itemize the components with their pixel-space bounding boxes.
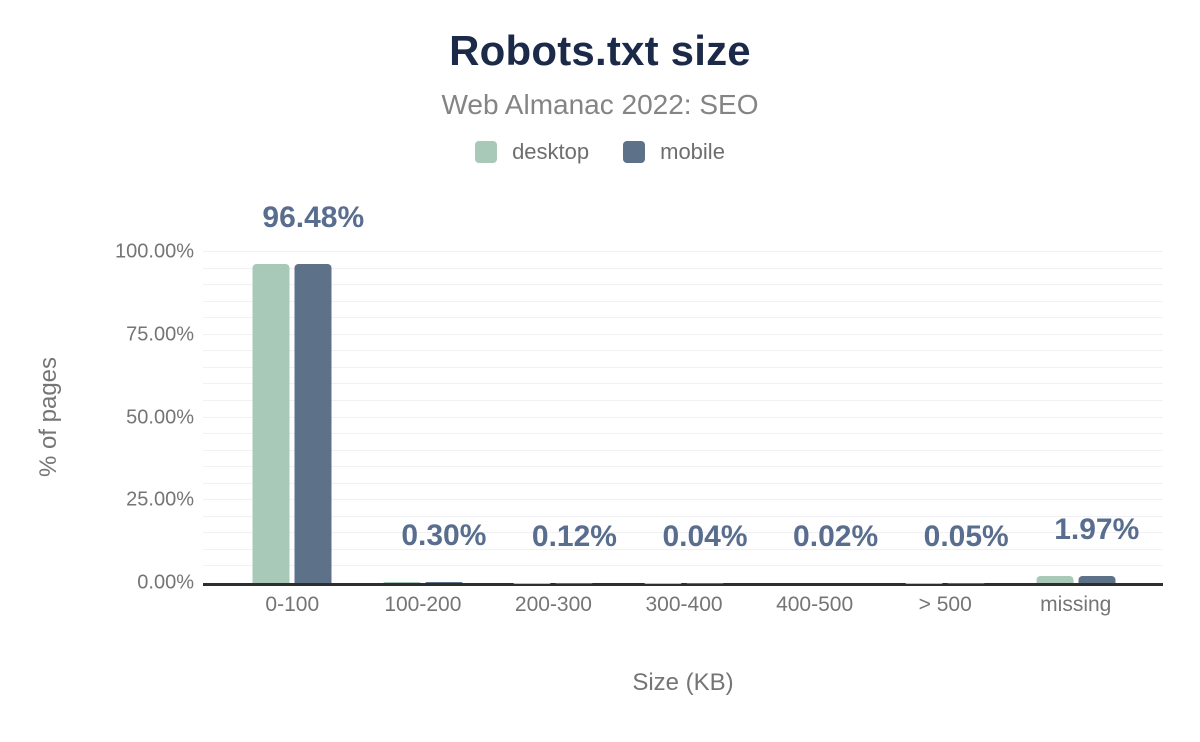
plot-area: 0.00% 25.00% 50.00% 75.00% 100.00% 96.48% 0-10…: [115, 202, 1163, 616]
bar-mobile-100-200: [425, 582, 463, 583]
value-label: 0.12%: [531, 519, 617, 553]
gridline: [203, 433, 1163, 435]
bar-pair: [252, 263, 332, 583]
bar-desktop-0-100: [252, 263, 290, 583]
y-axis-title: % of pages: [35, 356, 62, 478]
gridline: [203, 300, 1163, 302]
bar-desktop-missing: [1036, 576, 1074, 583]
value-label: 96.48%: [262, 200, 365, 234]
bar-mobile-0-100: [294, 263, 332, 583]
gridline: [203, 399, 1163, 401]
value-label: 0.05%: [923, 519, 1009, 553]
x-tick-label: 200-300: [514, 593, 592, 616]
bar-pair: [1036, 576, 1116, 583]
x-tick-label: missing: [1040, 593, 1112, 616]
x-tick-label: 0-100: [265, 593, 320, 616]
gridline: [203, 532, 1163, 534]
legend-item-mobile: mobile: [623, 139, 725, 165]
gridline: [203, 333, 1163, 335]
mobile-legend-swatch: [623, 141, 646, 163]
x-tick-label: 100-200: [384, 593, 462, 616]
mobile-legend-label: mobile: [660, 139, 725, 164]
value-label: 0.04%: [662, 519, 748, 553]
gridline: [203, 466, 1163, 468]
gridline: [203, 565, 1163, 567]
bar-desktop-100-200: [383, 582, 421, 583]
legend-item-desktop: desktop: [475, 139, 589, 165]
category-group: 0.30% 100-200: [358, 252, 489, 616]
gridline: [203, 449, 1163, 451]
y-tick-label: 100.00%: [115, 240, 194, 263]
value-label: 0.30%: [401, 519, 487, 553]
y-tick-label: 50.00%: [126, 406, 194, 428]
desktop-legend-swatch: [475, 141, 498, 163]
value-label: 1.97%: [1054, 513, 1140, 547]
gridline: [203, 548, 1163, 550]
x-axis-title: Size (KB): [632, 669, 734, 696]
gridline: [203, 515, 1163, 517]
category-group: 0.12% 200-300: [488, 252, 619, 616]
y-tick-label: 0.00%: [137, 571, 194, 594]
gridline: [203, 416, 1163, 418]
gridline: [203, 499, 1163, 501]
bands: 96.48% 0-100 0.30% 100-200 0.12% 200-300 0.04%…: [203, 202, 1163, 616]
category-group: 0.04% 300-400: [619, 252, 750, 616]
desktop-legend-label: desktop: [512, 139, 590, 164]
gridline: [203, 317, 1163, 319]
x-tick-label: 300-400: [645, 593, 723, 616]
gridline: [203, 482, 1163, 484]
gridline: [203, 350, 1163, 352]
value-label: 0.02%: [793, 519, 879, 553]
gridline: [203, 284, 1163, 286]
category-group: 0.02% 400-500: [749, 252, 880, 616]
chart-subtitle: Web Almanac 2022: SEO: [441, 89, 759, 120]
category-group: 96.48% 0-100: [227, 202, 364, 616]
category-group: 1.97% missing: [1010, 252, 1141, 616]
y-tick-label: 25.00%: [126, 488, 194, 511]
category-group: 0.05% > 500: [880, 252, 1011, 616]
chart-title: Robots.txt size: [449, 27, 751, 74]
x-tick-label: > 500: [918, 593, 972, 616]
x-tick-label: 400-500: [776, 593, 854, 616]
gridline: [203, 383, 1163, 385]
gridline: [203, 251, 1163, 252]
bar-pair: [383, 582, 463, 583]
gridline: [203, 366, 1163, 368]
bar-mobile-missing: [1078, 576, 1116, 583]
gridline: [203, 267, 1163, 269]
legend: desktop mobile: [0, 139, 1200, 165]
y-tick-label: 75.00%: [126, 323, 194, 346]
